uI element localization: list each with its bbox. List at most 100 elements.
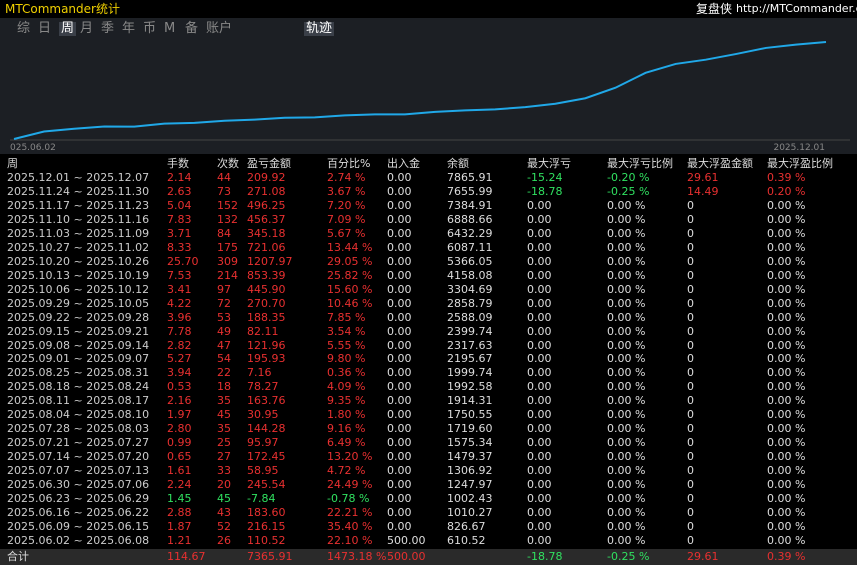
table-cell: 345.18: [247, 227, 286, 241]
column-header[interactable]: 最大浮亏比例: [607, 157, 673, 171]
table-cell: 2025.11.24 ~ 2025.11.30: [7, 185, 149, 199]
table-cell: 0.00: [527, 436, 552, 450]
column-header[interactable]: 手数: [167, 157, 189, 171]
table-cell: 25.70: [167, 255, 199, 269]
table-cell: 9.80 %: [327, 352, 365, 366]
table-cell: 0.00: [527, 380, 552, 394]
table-cell: 0.00 %: [767, 366, 805, 380]
table-cell: 0.00: [527, 339, 552, 353]
table-cell: 0: [687, 464, 694, 478]
table-cell: 0.00 %: [607, 464, 645, 478]
table-cell: 0.53: [167, 380, 192, 394]
tab[interactable]: 币: [143, 22, 156, 36]
tab[interactable]: 备: [185, 22, 198, 36]
tab[interactable]: 年: [122, 22, 135, 36]
tab[interactable]: 月: [80, 22, 93, 36]
column-header[interactable]: 百分比%: [327, 157, 370, 171]
column-header[interactable]: 余额: [447, 157, 469, 171]
table-cell: 2317.63: [447, 339, 493, 353]
table-cell: 500.00: [387, 534, 426, 548]
table-cell: 0.00 %: [607, 436, 645, 450]
table-cell: 7.20 %: [327, 199, 365, 213]
table-cell: 445.90: [247, 283, 286, 297]
table-cell: 2025.06.09 ~ 2025.06.15: [7, 520, 149, 534]
table-cell: 45: [217, 408, 231, 422]
table-cell: 0: [687, 339, 694, 353]
table-cell: 0.00: [387, 520, 412, 534]
table-cell: 2025.07.28 ~ 2025.08.03: [7, 422, 149, 436]
table-cell: 0: [687, 422, 694, 436]
table-cell: 0.00 %: [607, 325, 645, 339]
table-cell: 22.21 %: [327, 506, 372, 520]
table-cell: 0.00: [527, 241, 552, 255]
table-cell: 0.00 %: [767, 311, 805, 325]
column-header[interactable]: 出入金: [387, 157, 420, 171]
table-cell: 1999.74: [447, 366, 493, 380]
table-cell: 0.00 %: [767, 534, 805, 548]
table-cell: -0.20 %: [607, 171, 649, 185]
table-cell: -15.24: [527, 171, 562, 185]
column-header[interactable]: 次数: [217, 157, 239, 171]
table-cell: 0.00 %: [767, 422, 805, 436]
table-cell: 2025.06.16 ~ 2025.06.22: [7, 506, 149, 520]
tab[interactable]: M: [164, 22, 175, 36]
table-cell: 0.00 %: [767, 478, 805, 492]
table-cell: 0.00: [527, 408, 552, 422]
table-cell: 2025.06.23 ~ 2025.06.29: [7, 492, 149, 506]
table-cell: 0: [687, 297, 694, 311]
table-cell: 22.10 %: [327, 534, 372, 548]
total-cell: 114.67: [167, 550, 206, 564]
table-cell: 22: [217, 366, 231, 380]
table-cell: 2025.08.04 ~ 2025.08.10: [7, 408, 149, 422]
tab[interactable]: 账户: [206, 22, 232, 36]
tab[interactable]: 轨迹: [304, 22, 334, 36]
table-cell: 82.11: [247, 325, 279, 339]
table-cell: 0.00 %: [767, 339, 805, 353]
table-cell: 0.99: [167, 436, 192, 450]
table-cell: 456.37: [247, 213, 286, 227]
table-cell: -7.84: [247, 492, 275, 506]
equity-chart: 025.06.02 2025.12.01: [0, 40, 857, 154]
url[interactable]: http://MTCommander.com: [736, 2, 857, 16]
table-cell: 1002.43: [447, 492, 493, 506]
table-cell: 1.80 %: [327, 408, 365, 422]
table-cell: 0.00 %: [607, 366, 645, 380]
column-header[interactable]: 盈亏金额: [247, 157, 291, 171]
table-cell: 1010.27: [447, 506, 493, 520]
table-cell: 0.00: [387, 241, 412, 255]
table-cell: 0.00 %: [767, 283, 805, 297]
table-cell: 2025.10.27 ~ 2025.11.02: [7, 241, 149, 255]
table-cell: 0: [687, 492, 694, 506]
table-cell: 2025.10.20 ~ 2025.10.26: [7, 255, 149, 269]
table-cell: 0: [687, 436, 694, 450]
table-cell: 1306.92: [447, 464, 493, 478]
table-cell: 152: [217, 199, 238, 213]
table-cell: 0.00: [387, 213, 412, 227]
table-cell: 0.00 %: [767, 450, 805, 464]
tab[interactable]: 日: [38, 22, 51, 36]
table-cell: 7.53: [167, 269, 192, 283]
column-header[interactable]: 最大浮盈金额: [687, 157, 753, 171]
tab[interactable]: 季: [101, 22, 114, 36]
table-cell: 0.00 %: [767, 506, 805, 520]
table-cell: 0: [687, 394, 694, 408]
column-header[interactable]: 周: [7, 157, 18, 171]
table-cell: 2.74 %: [327, 171, 365, 185]
table-cell: 0.00 %: [767, 255, 805, 269]
table-cell: 1247.97: [447, 478, 493, 492]
table-cell: 1207.97: [247, 255, 293, 269]
tab[interactable]: 综: [17, 22, 30, 36]
table-cell: 0.00: [387, 297, 412, 311]
table-cell: 0.00 %: [607, 492, 645, 506]
tab[interactable]: 周: [59, 22, 76, 36]
table-cell: 3.96: [167, 311, 192, 325]
table-cell: 2.16: [167, 394, 192, 408]
table-cell: 270.70: [247, 297, 286, 311]
column-header[interactable]: 最大浮盈比例: [767, 157, 833, 171]
table-cell: 2025.12.01 ~ 2025.12.07: [7, 171, 149, 185]
table-cell: 2025.07.14 ~ 2025.07.20: [7, 450, 149, 464]
column-header[interactable]: 最大浮亏: [527, 157, 571, 171]
table-cell: 1.87: [167, 520, 192, 534]
total-cell: 合计: [7, 550, 29, 564]
table-cell: 0.00 %: [767, 199, 805, 213]
